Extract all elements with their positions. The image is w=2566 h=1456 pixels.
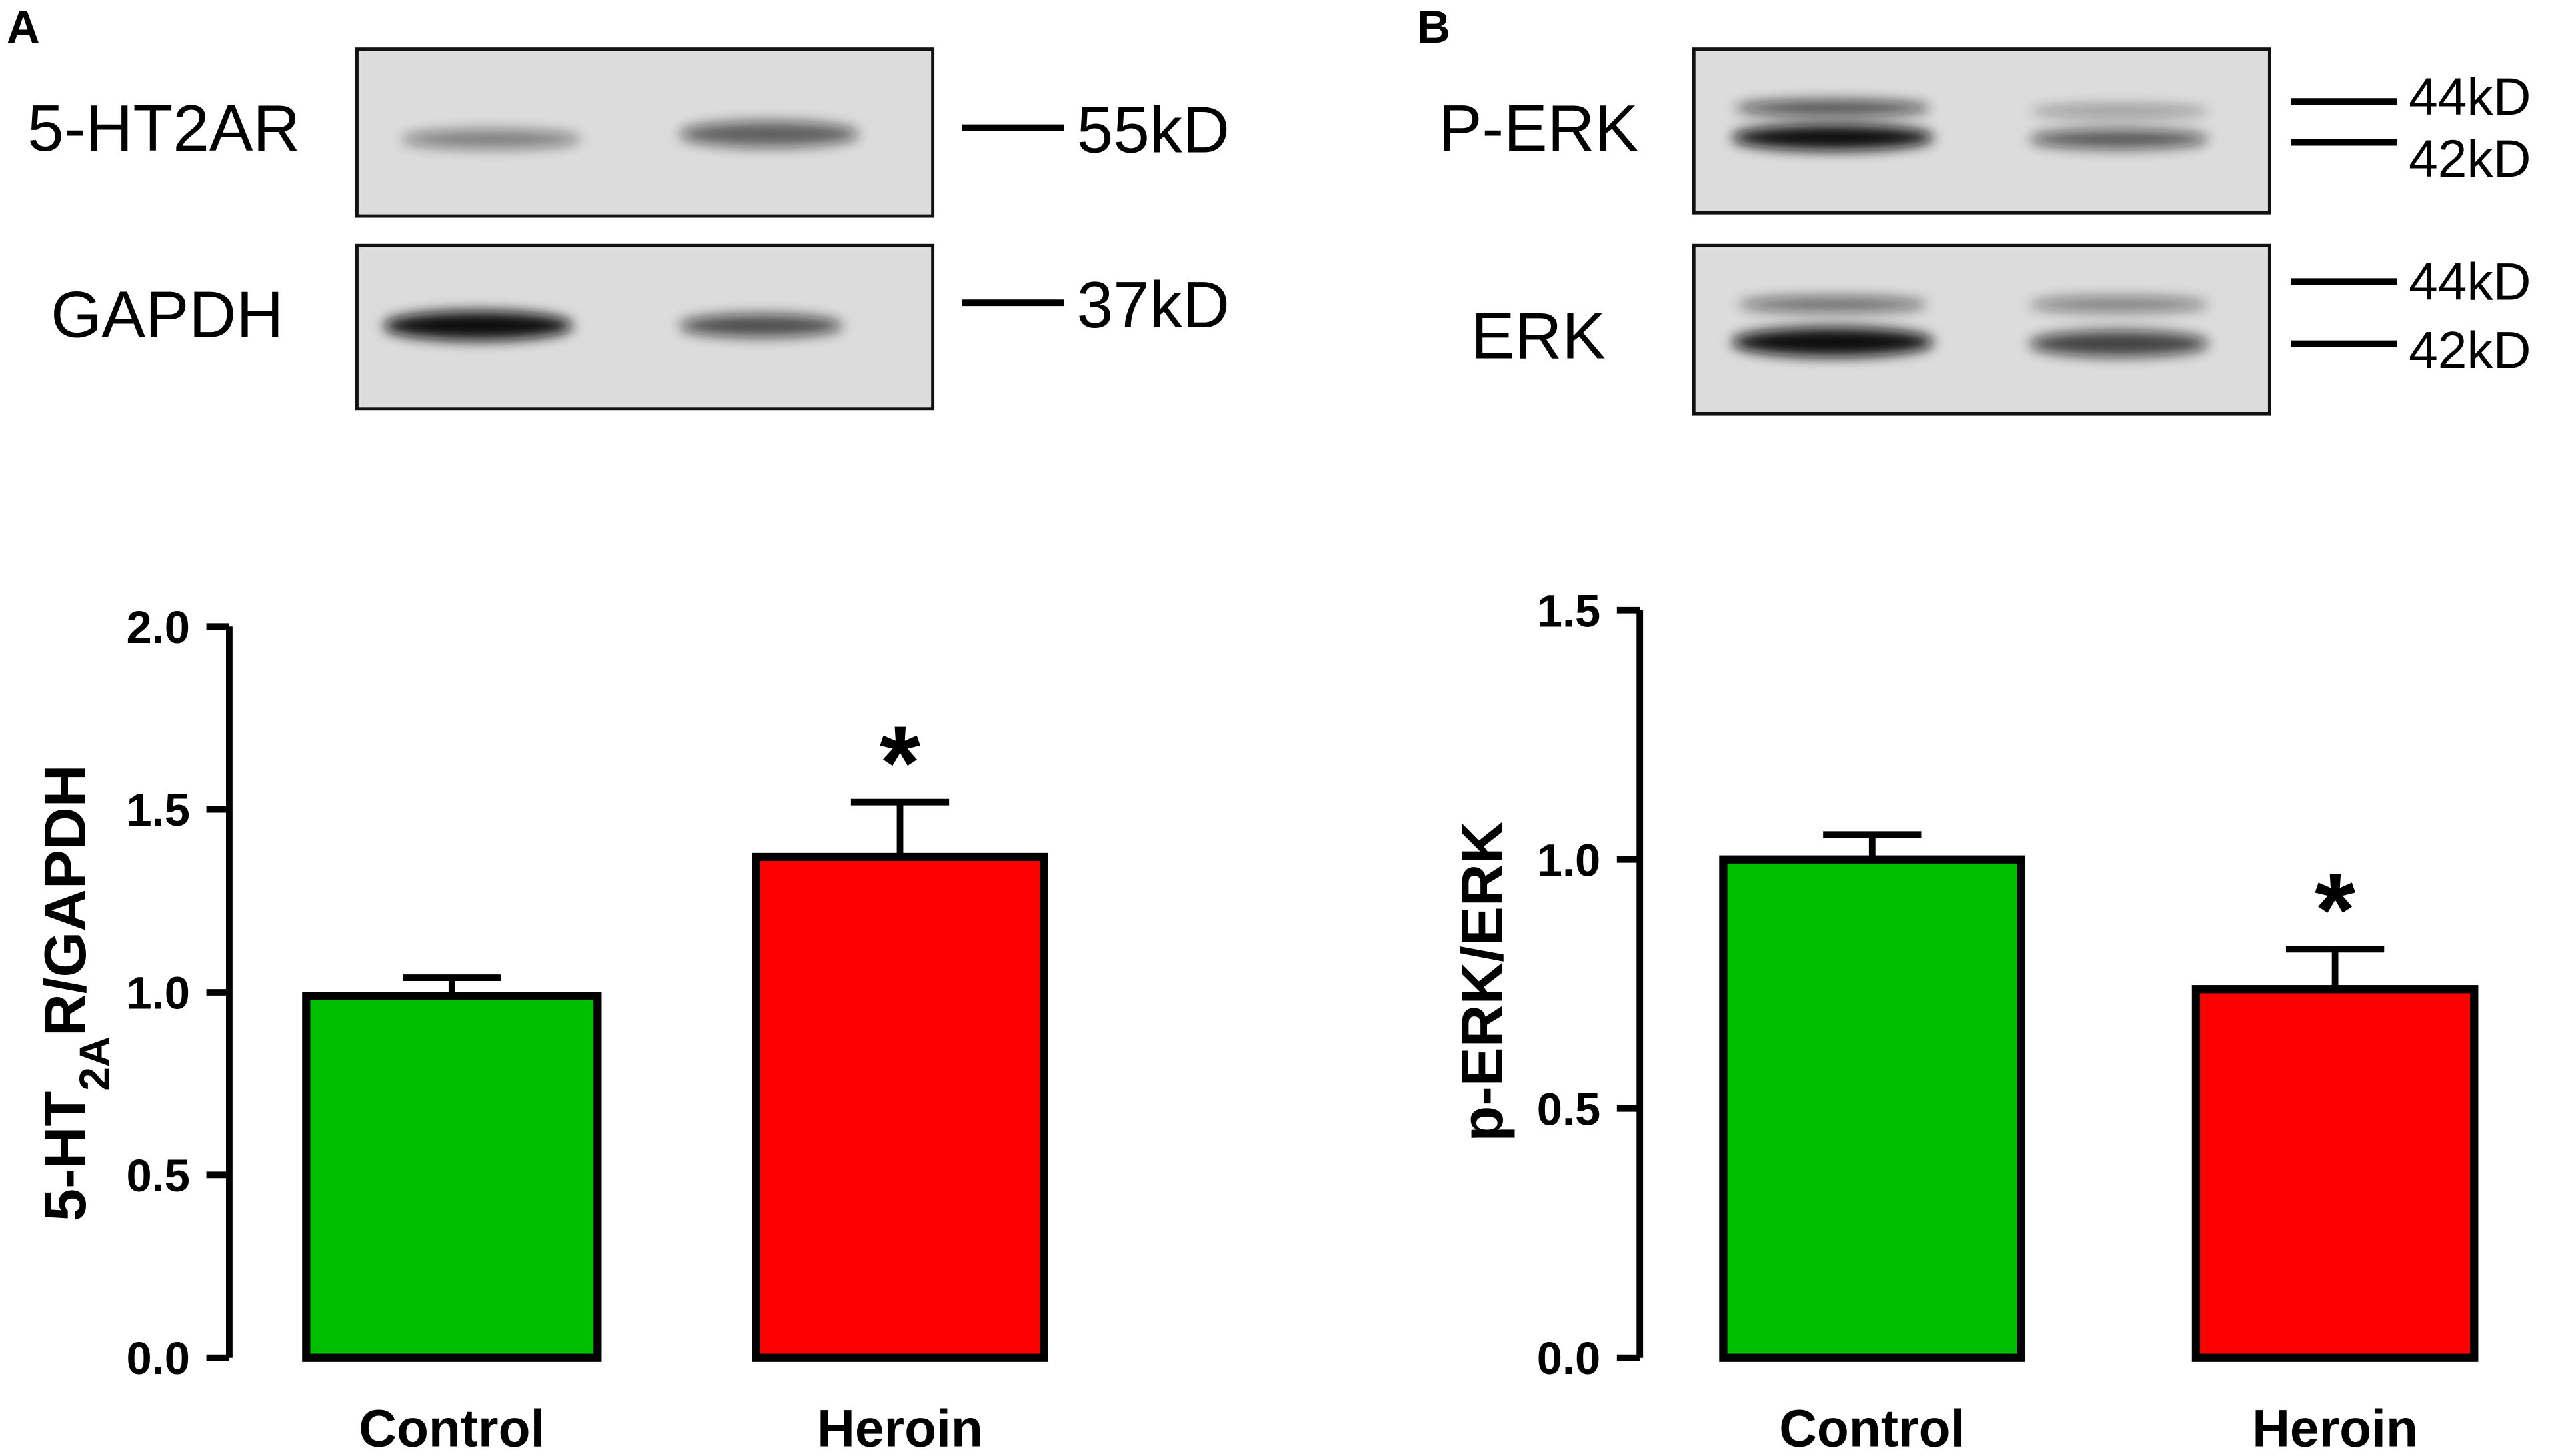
y-axis-label-part: p-ERK/ERK (1449, 821, 1515, 1141)
band (2029, 105, 2209, 118)
x-tick-label: Control (1779, 1399, 1965, 1456)
band (401, 129, 581, 149)
marker-label: 42kD (2409, 129, 2531, 188)
protein-label: ERK (1471, 299, 1606, 372)
band (1731, 327, 1935, 357)
protein-label: 5-HT2AR (27, 91, 300, 165)
band (383, 311, 573, 341)
marker-label: 37kD (1077, 268, 1230, 341)
band (2029, 129, 2209, 149)
panel-label: B (1417, 1, 1450, 53)
bar (302, 992, 602, 1362)
y-axis-label-part: 5-HT (32, 1091, 98, 1221)
bar (2191, 985, 2479, 1362)
y-axis-label: 5-HT2AR/GAPDH (32, 764, 119, 1221)
protein-label: P-ERK (1438, 91, 1638, 165)
panel-label: A (7, 1, 40, 53)
y-axis-label-part: R/GAPDH (32, 764, 98, 1036)
y-tick-label: 0.0 (126, 1333, 190, 1384)
x-tick-label: Heroin (2252, 1399, 2418, 1456)
band (679, 121, 860, 147)
bar (752, 852, 1048, 1362)
y-axis-label-part: 2A (71, 1036, 119, 1091)
marker-label: 42kD (2409, 321, 2531, 379)
band (2029, 296, 2209, 313)
marker-label: 44kD (2409, 252, 2531, 311)
band (1734, 99, 1931, 117)
bar (1719, 855, 2025, 1362)
y-tick-label: 1.0 (1537, 834, 1601, 886)
significance-marker: * (880, 705, 920, 822)
marker-label: 55kD (1077, 93, 1230, 166)
y-tick-label: 2.0 (126, 602, 190, 653)
marker-label: 44kD (2409, 67, 2531, 126)
band (1731, 124, 1935, 151)
y-tick-label: 1.5 (1537, 585, 1601, 636)
protein-label: GAPDH (51, 278, 283, 351)
y-axis-label: p-ERK/ERK (1449, 821, 1515, 1141)
band (1738, 296, 1928, 313)
x-tick-label: Control (359, 1399, 545, 1456)
y-tick-label: 1.0 (126, 968, 190, 1019)
band (679, 314, 843, 337)
y-tick-label: 0.5 (126, 1150, 190, 1201)
y-tick-label: 1.5 (126, 784, 190, 836)
x-tick-label: Heroin (817, 1399, 983, 1456)
significance-marker: * (2315, 852, 2355, 968)
y-tick-label: 0.0 (1537, 1333, 1601, 1384)
y-tick-label: 0.5 (1537, 1084, 1601, 1135)
band (2029, 330, 2209, 357)
